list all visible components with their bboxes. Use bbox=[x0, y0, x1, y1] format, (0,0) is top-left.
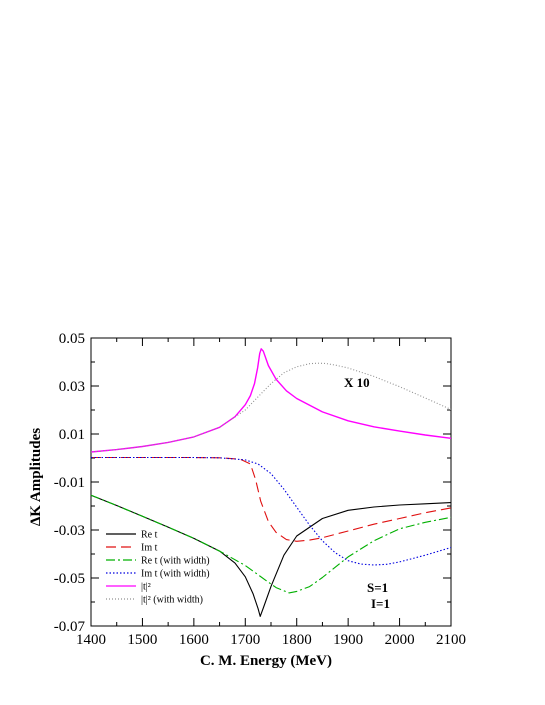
spin-annotation: S=1 bbox=[367, 580, 388, 595]
series-line-2 bbox=[91, 456, 452, 542]
x-tick-label: 1500 bbox=[127, 632, 157, 648]
series-line-5 bbox=[90, 348, 452, 453]
y-tick-label: 0.01 bbox=[59, 427, 85, 443]
legend-label-5: |t|² bbox=[141, 582, 151, 593]
x-tick-label: 1800 bbox=[282, 632, 312, 648]
y-axis-label: ΔK Amplitudes bbox=[28, 428, 44, 526]
scale-factor-annotation: X 10 bbox=[344, 375, 370, 390]
series-line-6 bbox=[90, 362, 452, 453]
x-tick-label: 1600 bbox=[179, 632, 209, 648]
legend-label-3: Re t (with width) bbox=[141, 556, 210, 567]
isospin-annotation: I=1 bbox=[371, 596, 390, 611]
series-line-3 bbox=[90, 494, 452, 594]
x-axis-label: C. M. Energy (MeV) bbox=[200, 653, 332, 669]
series-line-4 bbox=[91, 456, 452, 566]
y-tick-label: -0.01 bbox=[54, 475, 85, 491]
x-tick-label: 1400 bbox=[76, 632, 106, 648]
x-tick-label: 2000 bbox=[385, 632, 415, 648]
x-tick-label: 1700 bbox=[230, 632, 260, 648]
legend-label-2: Im t bbox=[141, 543, 158, 554]
y-tick-label: -0.05 bbox=[54, 571, 85, 587]
legend-label-6: |t|² (with width) bbox=[141, 595, 203, 606]
legend-label-4: Im t (with width) bbox=[141, 569, 210, 580]
y-tick-label: 0.03 bbox=[59, 379, 85, 395]
x-tick-label: 1900 bbox=[333, 632, 363, 648]
legend-label-1: Re t bbox=[141, 530, 158, 541]
y-tick-label: -0.03 bbox=[54, 523, 85, 539]
y-tick-label: -0.07 bbox=[54, 619, 86, 635]
x-tick-label: 2100 bbox=[436, 632, 466, 648]
y-tick-label: 0.05 bbox=[59, 331, 85, 347]
